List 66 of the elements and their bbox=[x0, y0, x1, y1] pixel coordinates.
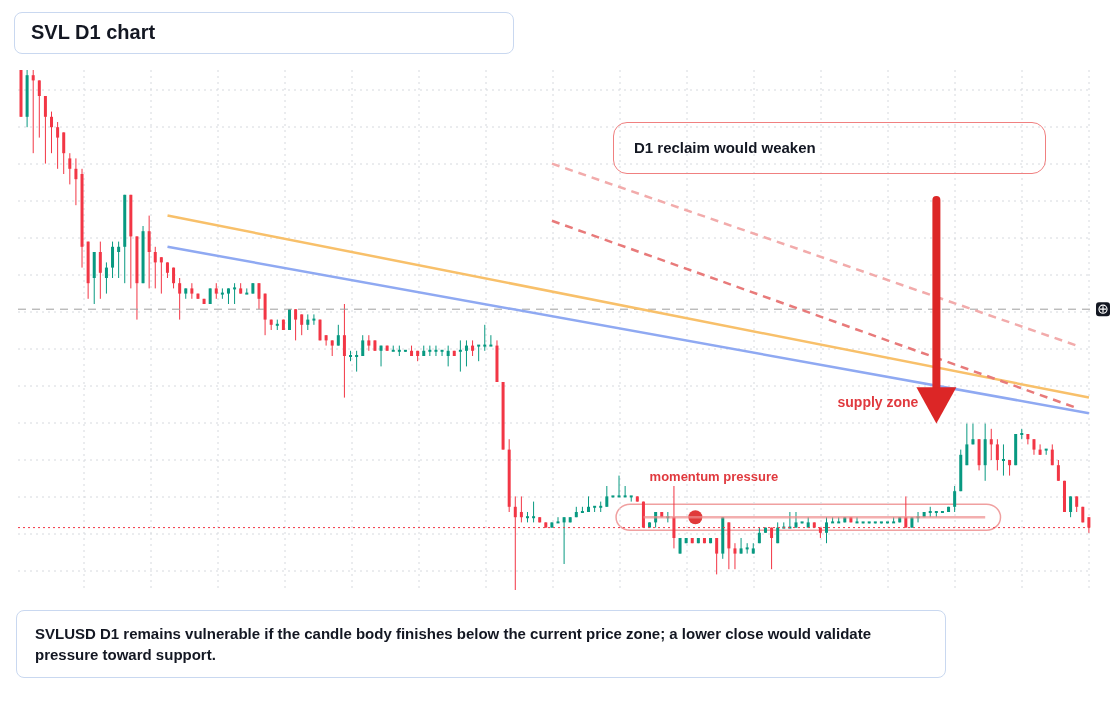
candlestick bbox=[1069, 495, 1073, 518]
candlestick bbox=[50, 111, 54, 154]
candlestick bbox=[995, 438, 999, 471]
candlestick bbox=[300, 313, 304, 336]
candlestick bbox=[446, 345, 450, 367]
candlestick bbox=[312, 313, 316, 326]
candlestick bbox=[953, 485, 957, 513]
candlestick bbox=[1001, 443, 1005, 477]
candlestick bbox=[745, 542, 749, 555]
candlestick bbox=[733, 542, 737, 570]
candlestick bbox=[556, 516, 560, 524]
candlestick bbox=[629, 495, 633, 503]
annotation: D1 reclaim would weaken bbox=[612, 122, 1047, 174]
candlestick bbox=[233, 282, 237, 305]
candlestick bbox=[62, 131, 66, 175]
candlestick bbox=[37, 79, 41, 139]
candlestick bbox=[355, 350, 359, 373]
candlestick bbox=[324, 334, 328, 347]
annotation: momentum pressure bbox=[649, 469, 779, 484]
candlestick bbox=[56, 121, 60, 170]
candlestick bbox=[519, 495, 523, 523]
candlestick bbox=[794, 511, 798, 529]
candlestick bbox=[294, 308, 298, 341]
candlestick bbox=[336, 324, 340, 347]
candlestick bbox=[825, 516, 828, 544]
candlestick bbox=[715, 537, 719, 575]
candlestick bbox=[1038, 443, 1042, 456]
candlestick bbox=[489, 334, 493, 347]
candlestick bbox=[104, 261, 108, 295]
candlestick bbox=[623, 485, 627, 498]
candlestick bbox=[483, 324, 487, 352]
candlestick bbox=[31, 70, 35, 154]
candlestick bbox=[1026, 433, 1030, 445]
candlestick bbox=[617, 475, 621, 498]
candlestick bbox=[257, 282, 261, 310]
candlestick bbox=[190, 282, 194, 300]
candlestick bbox=[434, 345, 438, 357]
candlestick bbox=[464, 339, 468, 367]
candlestick bbox=[153, 246, 157, 289]
candlestick bbox=[989, 428, 993, 461]
candlestick bbox=[532, 501, 536, 523]
candlestick bbox=[458, 339, 462, 373]
candlestick bbox=[220, 287, 224, 300]
candlestick bbox=[440, 349, 444, 357]
candlestick bbox=[1056, 459, 1060, 482]
candlestick bbox=[739, 537, 743, 555]
candlestick bbox=[117, 241, 121, 279]
annotation: supply zone bbox=[837, 393, 919, 410]
candlestick bbox=[428, 345, 432, 357]
candlestick bbox=[245, 287, 249, 295]
candlestick bbox=[605, 485, 609, 508]
candlestick bbox=[855, 516, 859, 524]
candlestick bbox=[111, 241, 115, 279]
candlestick bbox=[178, 277, 182, 321]
candlestick bbox=[562, 516, 566, 565]
candlestick bbox=[965, 423, 969, 466]
candlestick bbox=[147, 215, 151, 289]
candlestick bbox=[98, 241, 102, 300]
candlestick bbox=[159, 256, 163, 295]
candlestick bbox=[68, 152, 72, 185]
chart-title: SVL D1 chart bbox=[14, 12, 514, 54]
candlestick bbox=[74, 157, 78, 206]
candlestick bbox=[770, 527, 774, 570]
candlestick bbox=[342, 303, 346, 399]
candlestick bbox=[43, 95, 47, 165]
text: SVLUSD D1 remains vulnerable if the candle body finishes below the current price zone; a lower close would validate pressure toward support. bbox=[16, 610, 946, 678]
